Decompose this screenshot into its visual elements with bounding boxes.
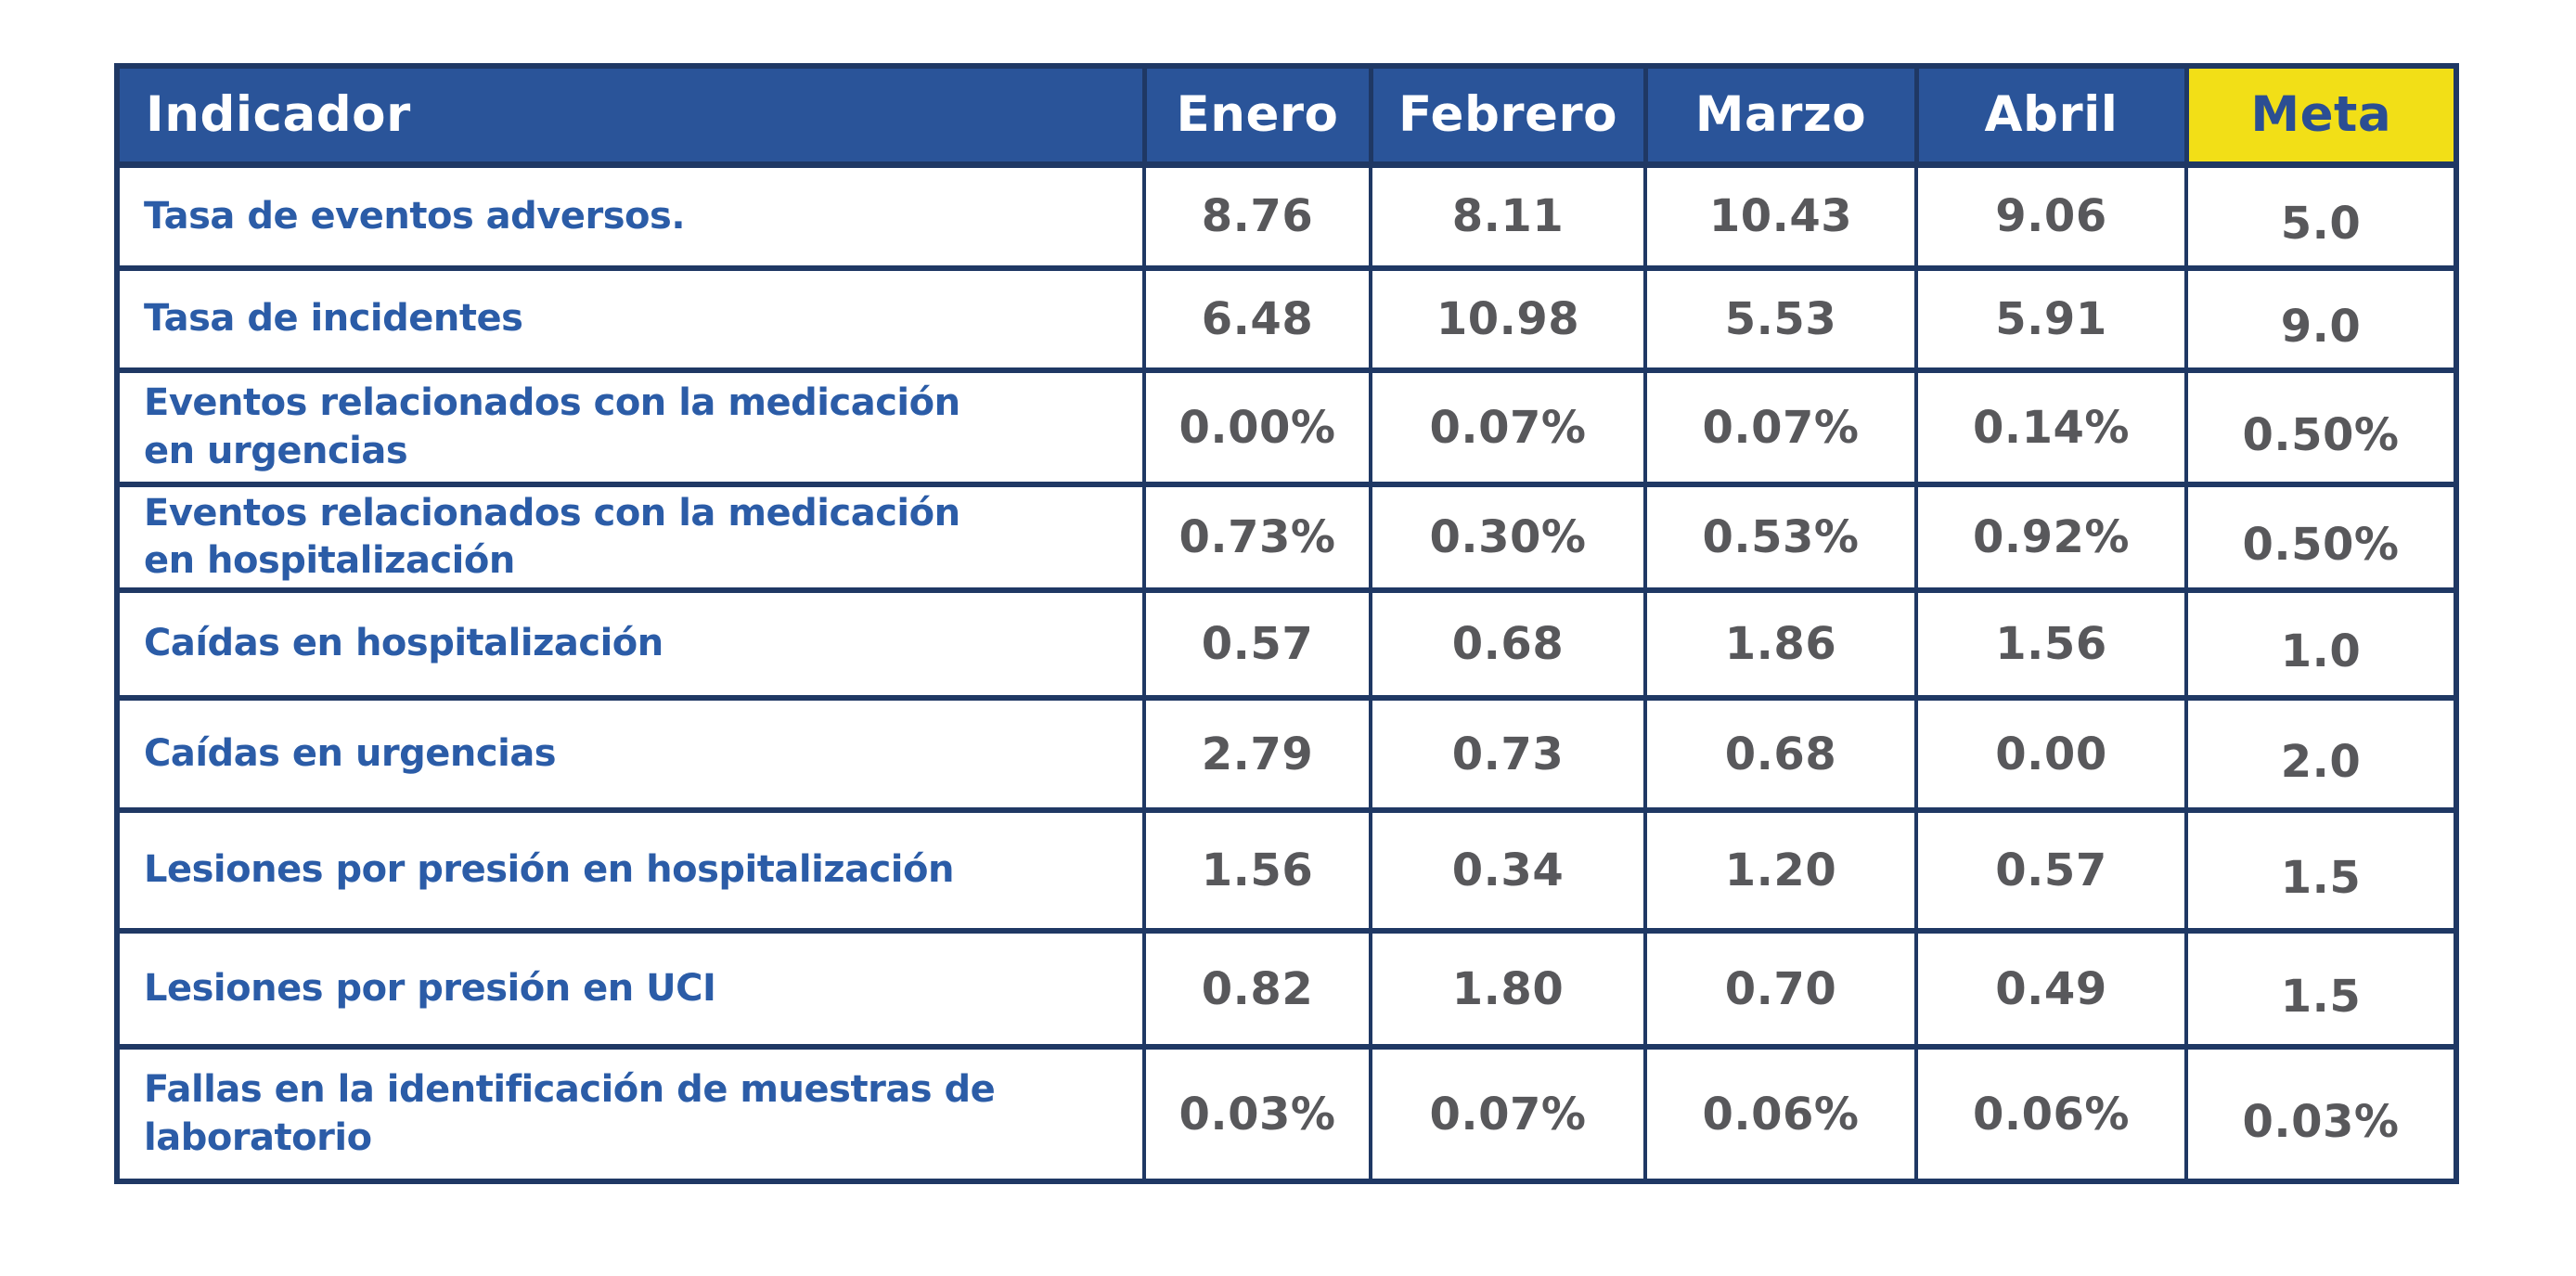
column-header-abril: Abril: [1913, 63, 2189, 168]
indicator-label: Caídas en urgencias: [115, 695, 1146, 813]
indicator-label: Tasa de incidentes: [115, 265, 1146, 373]
indicators-table: Indicador Enero Febrero Marzo Abril Meta…: [114, 63, 2459, 1184]
column-header-meta: Meta: [2183, 63, 2459, 168]
value-cell-abril: 0.06%: [1914, 1044, 2188, 1184]
value-cell-abril: 9.06: [1914, 161, 2188, 271]
meta-value-cell: 5.0: [2184, 161, 2458, 271]
value-cell-marzo: 0.70: [1643, 928, 1918, 1050]
value-cell-abril: 1.56: [1914, 587, 2188, 701]
indicator-label: Tasa de eventos adversos.: [115, 161, 1146, 271]
table-row: Caídas en hospitalización 0.57 0.68 1.86…: [115, 587, 2458, 701]
value-cell-marzo: 1.20: [1643, 807, 1918, 934]
column-header-marzo: Marzo: [1642, 63, 1919, 168]
value-cell-febrero: 0.07%: [1369, 1044, 1647, 1184]
indicator-label: Eventos relacionados con la medicación e…: [115, 367, 1146, 487]
table-row: Lesiones por presión en hospitalización …: [115, 807, 2458, 934]
value-cell-febrero: 0.07%: [1369, 367, 1647, 487]
table-row: Eventos relacionados con la medicación e…: [115, 482, 2458, 593]
value-cell-febrero: 1.80: [1369, 928, 1647, 1050]
table-row: Lesiones por presión en UCI 0.82 1.80 0.…: [115, 928, 2458, 1050]
column-header-indicador: Indicador: [114, 63, 1147, 168]
indicator-label: Caídas en hospitalización: [115, 587, 1146, 701]
table-row: Eventos relacionados con la medicación e…: [115, 367, 2458, 487]
table-row: Tasa de eventos adversos. 8.76 8.11 10.4…: [115, 161, 2458, 271]
value-cell-enero: 1.56: [1142, 807, 1372, 934]
value-cell-febrero: 8.11: [1369, 161, 1647, 271]
meta-value-cell: 9.0: [2184, 265, 2458, 373]
column-header-febrero: Febrero: [1368, 63, 1648, 168]
value-cell-febrero: 0.30%: [1369, 482, 1647, 593]
column-header-enero: Enero: [1141, 63, 1373, 168]
value-cell-marzo: 0.07%: [1643, 367, 1918, 487]
meta-value-cell: 0.50%: [2184, 482, 2458, 593]
indicator-label: Eventos relacionados con la medicación e…: [115, 482, 1146, 593]
value-cell-abril: 0.00: [1914, 695, 2188, 813]
value-cell-enero: 0.00%: [1142, 367, 1372, 487]
value-cell-marzo: 5.53: [1643, 265, 1918, 373]
indicator-label: Fallas en la identificación de muestras …: [115, 1044, 1146, 1184]
value-cell-marzo: 0.53%: [1643, 482, 1918, 593]
meta-value-cell: 1.5: [2184, 928, 2458, 1050]
value-cell-febrero: 0.34: [1369, 807, 1647, 934]
table-row: Tasa de incidentes 6.48 10.98 5.53 5.91 …: [115, 265, 2458, 373]
value-cell-enero: 6.48: [1142, 265, 1372, 373]
value-cell-abril: 0.57: [1914, 807, 2188, 934]
value-cell-enero: 0.82: [1142, 928, 1372, 1050]
value-cell-febrero: 0.68: [1369, 587, 1647, 701]
meta-value-cell: 2.0: [2184, 695, 2458, 813]
value-cell-enero: 0.57: [1142, 587, 1372, 701]
meta-value-cell: 1.0: [2184, 587, 2458, 701]
value-cell-enero: 0.03%: [1142, 1044, 1372, 1184]
meta-value-cell: 0.50%: [2184, 367, 2458, 487]
value-cell-marzo: 1.86: [1643, 587, 1918, 701]
meta-value-cell: 0.03%: [2184, 1044, 2458, 1184]
value-cell-abril: 5.91: [1914, 265, 2188, 373]
table-header: Indicador Enero Febrero Marzo Abril Meta: [114, 63, 2459, 168]
value-cell-marzo: 0.68: [1643, 695, 1918, 813]
value-cell-marzo: 0.06%: [1643, 1044, 1918, 1184]
value-cell-abril: 0.49: [1914, 928, 2188, 1050]
value-cell-febrero: 10.98: [1369, 265, 1647, 373]
value-cell-marzo: 10.43: [1643, 161, 1918, 271]
meta-value-cell: 1.5: [2184, 807, 2458, 934]
value-cell-abril: 0.92%: [1914, 482, 2188, 593]
table-row: Caídas en urgencias 2.79 0.73 0.68 0.00 …: [115, 695, 2458, 813]
header-row: Indicador Enero Febrero Marzo Abril Meta: [114, 63, 2459, 168]
indicator-label: Lesiones por presión en UCI: [115, 928, 1146, 1050]
table-body: Tasa de eventos adversos. 8.76 8.11 10.4…: [115, 161, 2458, 1184]
value-cell-enero: 0.73%: [1142, 482, 1372, 593]
value-cell-febrero: 0.73: [1369, 695, 1647, 813]
value-cell-enero: 2.79: [1142, 695, 1372, 813]
value-cell-abril: 0.14%: [1914, 367, 2188, 487]
table-row: Fallas en la identificación de muestras …: [115, 1044, 2458, 1184]
value-cell-enero: 8.76: [1142, 161, 1372, 271]
indicator-label: Lesiones por presión en hospitalización: [115, 807, 1146, 934]
